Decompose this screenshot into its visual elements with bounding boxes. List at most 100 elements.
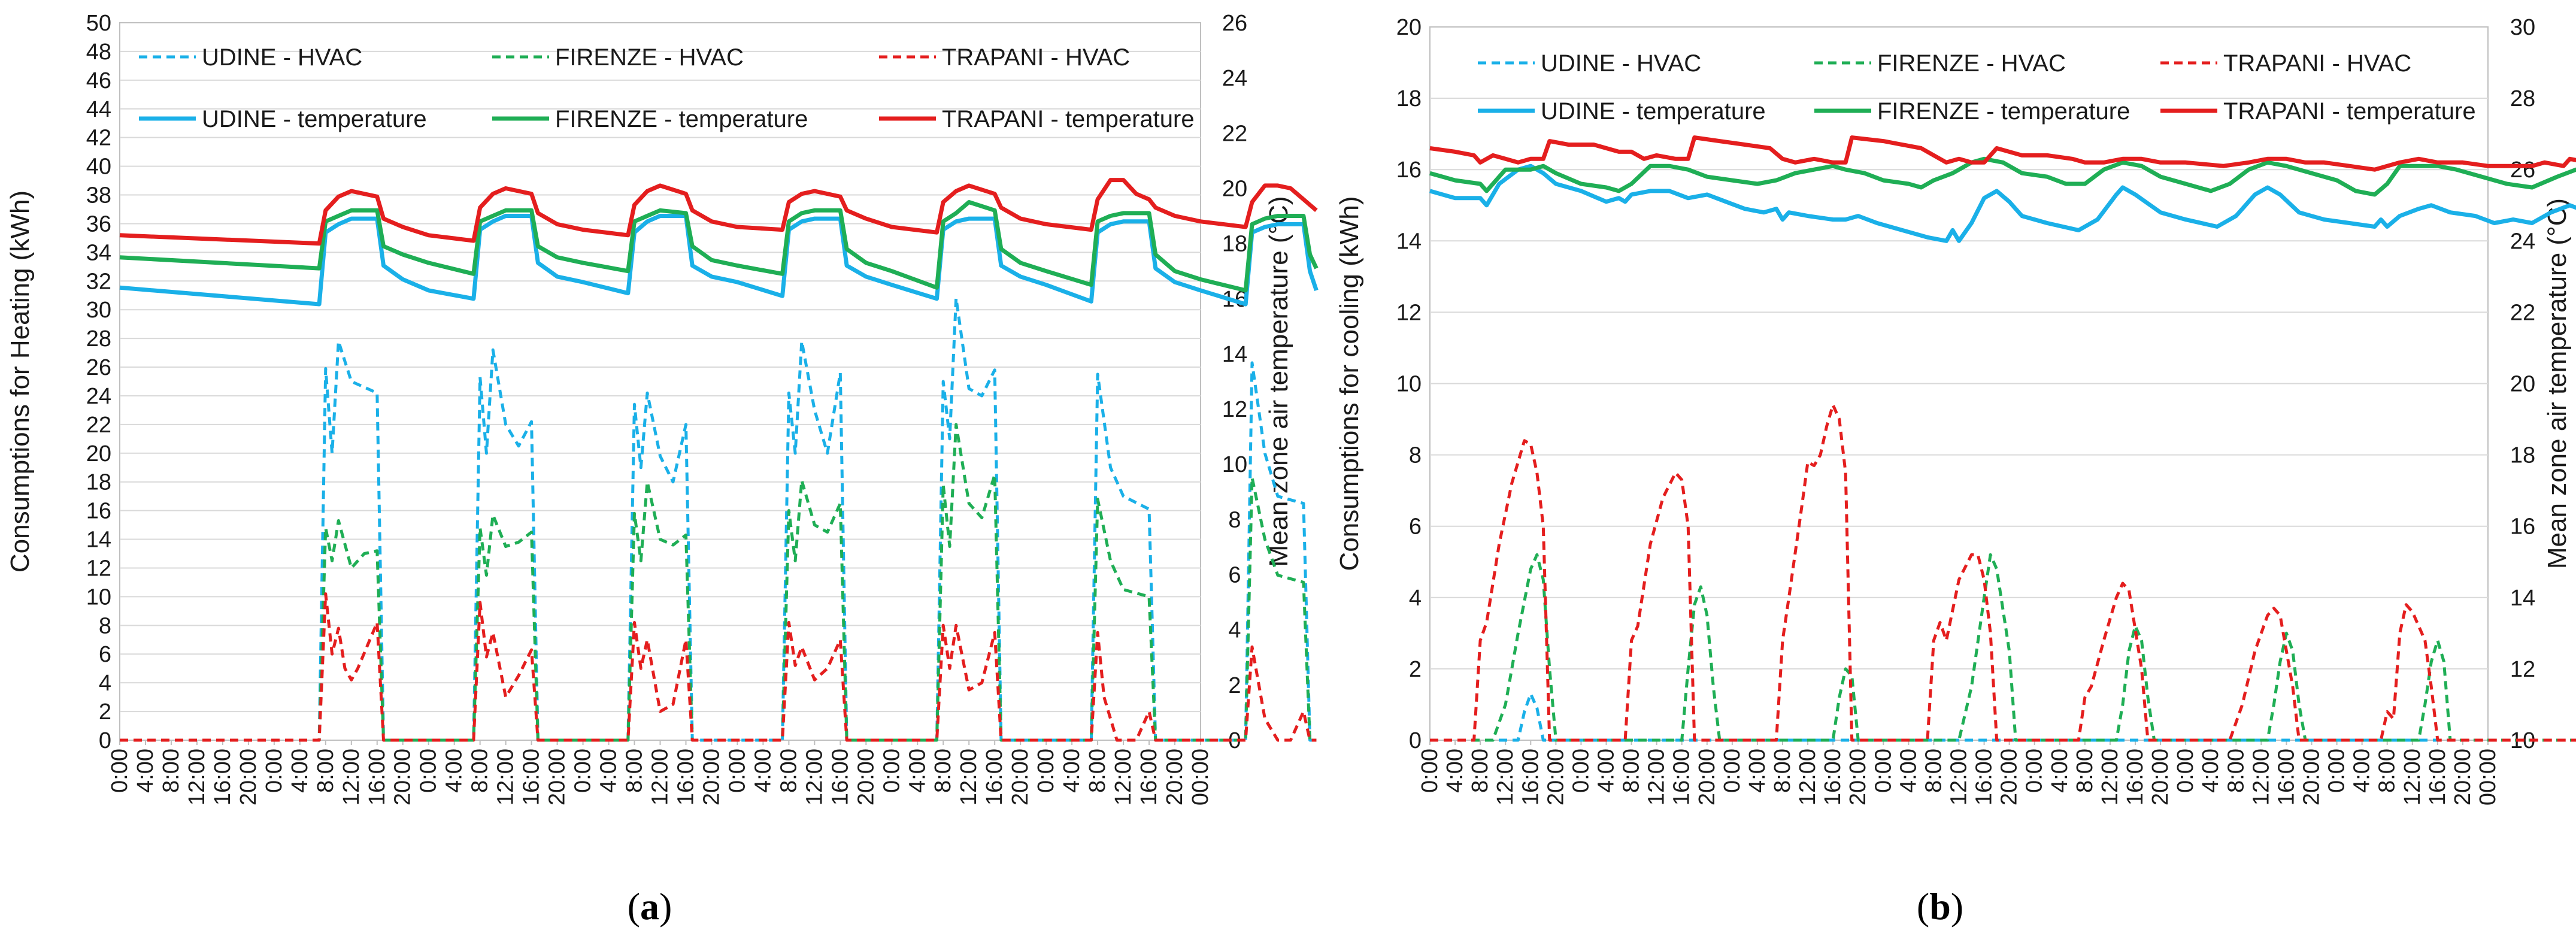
y-tick-label-a-4: 8 — [99, 613, 111, 638]
y-tick-label-a-0: 0 — [99, 728, 111, 753]
y-tick-label-a-11: 22 — [86, 413, 111, 438]
y-tick-label-b-1: 2 — [1409, 657, 1422, 682]
y-tick-label-a-10: 20 — [86, 441, 111, 467]
y-tick-label-a-17: 34 — [86, 240, 111, 265]
x-tick-label-a-19: 4:00 — [596, 749, 622, 793]
y-tick-label-b-5: 10 — [1396, 372, 1422, 397]
x-tick-label-b-27: 12:00 — [2098, 749, 2123, 805]
x-tick-label-b-6: 0:00 — [1568, 749, 1593, 793]
x-tick-label-b-28: 16:00 — [2123, 749, 2148, 805]
y-tick-label-a-2: 4 — [99, 671, 111, 696]
y-tick-label-a-18: 36 — [86, 211, 111, 237]
y2-tick-label-a-4: 8 — [1228, 507, 1241, 532]
plot-area-a — [119, 22, 1201, 741]
y2-tick-label-b-1: 12 — [2510, 657, 2535, 682]
x-tick-label-a-25: 4:00 — [750, 749, 775, 793]
caption-a: (a) — [628, 885, 672, 928]
legend-label-a-udine-temperature: UDINE - temperature — [202, 106, 427, 132]
x-tick-label-b-12: 0:00 — [1720, 749, 1745, 793]
y2-tick-label-b-8: 26 — [2510, 157, 2535, 183]
y2-tick-label-a-13: 26 — [1222, 11, 1247, 36]
x-tick-label-a-29: 20:00 — [853, 749, 878, 805]
x-tick-label-a-6: 0:00 — [262, 749, 287, 793]
x-tick-label-a-27: 12:00 — [802, 749, 827, 805]
y2-tick-label-b-10: 30 — [2510, 15, 2535, 40]
y2-tick-label-b-3: 16 — [2510, 514, 2535, 540]
x-tick-label-a-32: 8:00 — [931, 749, 956, 793]
y-tick-label-a-7: 14 — [86, 528, 111, 553]
x-tick-label-a-11: 20:00 — [390, 749, 416, 805]
x-tick-label-b-35: 20:00 — [2299, 749, 2325, 805]
series-line-b-udine-hvac — [1430, 692, 2576, 742]
x-tick-label-a-42: 00:00 — [1188, 749, 1213, 805]
x-tick-label-b-39: 12:00 — [2400, 749, 2425, 805]
series-line-a-udine-temperature — [119, 214, 1319, 307]
x-tick-label-b-4: 16:00 — [1518, 749, 1543, 805]
y-tick-label-a-8: 16 — [86, 499, 111, 524]
legend-label-a-udine-hvac: UDINE - HVAC — [202, 44, 362, 71]
y-tick-label-a-13: 26 — [86, 355, 111, 380]
series-line-b-firenze-temperature — [1429, 156, 2576, 197]
x-tick-label-a-26: 8:00 — [776, 749, 801, 793]
legend-label-a-firenze-hvac: FIRENZE - HVAC — [555, 44, 744, 71]
y2-tick-label-b-4: 18 — [2510, 443, 2535, 468]
x-tick-label-b-23: 20:00 — [1997, 749, 2022, 805]
y2-tick-label-a-10: 20 — [1222, 176, 1247, 201]
x-tick-label-a-13: 4:00 — [442, 749, 467, 793]
y-tick-label-b-9: 18 — [1396, 86, 1422, 111]
x-tick-label-a-30: 0:00 — [879, 749, 904, 793]
x-tick-label-a-14: 8:00 — [468, 749, 493, 793]
caption-a-letter: a — [640, 885, 659, 928]
y-tick-label-a-24: 48 — [86, 40, 111, 65]
x-tick-label-b-26: 8:00 — [2072, 749, 2098, 793]
x-tick-label-b-11: 20:00 — [1695, 749, 1720, 805]
x-tick-label-b-8: 8:00 — [1619, 749, 1644, 793]
legend-label-a-trapani-hvac: TRAPANI - HVAC — [942, 44, 1130, 71]
x-tick-label-a-37: 4:00 — [1059, 749, 1084, 793]
x-tick-label-b-41: 20:00 — [2450, 749, 2475, 805]
x-tick-label-a-21: 12:00 — [648, 749, 673, 805]
y2-tick-label-b-6: 22 — [2510, 300, 2535, 325]
x-tick-label-b-24: 0:00 — [2022, 749, 2047, 793]
legend-label-b-udine-temperature: UDINE - temperature — [1541, 98, 1766, 125]
x-tick-label-b-14: 8:00 — [1770, 749, 1795, 793]
x-tick-label-a-41: 20:00 — [1162, 749, 1187, 805]
y-tick-label-a-21: 42 — [86, 126, 111, 151]
x-tick-label-a-38: 8:00 — [1085, 749, 1110, 793]
x-tick-label-a-24: 0:00 — [725, 749, 750, 793]
x-tick-label-a-12: 0:00 — [416, 749, 441, 793]
y-tick-label-a-1: 2 — [99, 699, 111, 725]
y2-axis-title-a: Mean zone air temperature (°C) — [1264, 196, 1293, 567]
x-tick-label-a-16: 16:00 — [519, 749, 544, 805]
x-tick-label-b-21: 12:00 — [1947, 749, 1972, 805]
legend-label-b-firenze-hvac: FIRENZE - HVAC — [1877, 50, 2066, 77]
legend-label-a-trapani-temperature: TRAPANI - temperature — [942, 106, 1195, 132]
y-tick-label-b-0: 0 — [1409, 728, 1422, 753]
x-tick-label-b-31: 4:00 — [2198, 749, 2223, 793]
y2-tick-label-a-12: 24 — [1222, 66, 1247, 91]
x-tick-label-b-36: 0:00 — [2325, 749, 2350, 793]
x-tick-label-a-36: 0:00 — [1034, 749, 1059, 793]
x-tick-label-b-22: 16:00 — [1972, 749, 1997, 805]
x-tick-label-a-22: 16:00 — [673, 749, 698, 805]
x-tick-label-b-3: 12:00 — [1493, 749, 1518, 805]
series-line-a-udine-hvac — [120, 296, 1317, 742]
x-tick-label-b-25: 4:00 — [2047, 749, 2072, 793]
y-tick-label-b-3: 6 — [1409, 514, 1422, 540]
x-tick-label-b-34: 16:00 — [2274, 749, 2299, 805]
y-tick-label-b-10: 20 — [1396, 15, 1422, 40]
y2-tick-label-a-11: 22 — [1222, 121, 1247, 146]
x-tick-label-a-5: 20:00 — [236, 749, 261, 805]
series-line-a-trapani-temperature — [119, 178, 1318, 246]
x-tick-label-b-37: 4:00 — [2350, 749, 2375, 793]
x-tick-label-b-7: 4:00 — [1594, 749, 1619, 793]
x-tick-label-a-28: 16:00 — [828, 749, 853, 805]
y-tick-label-b-6: 12 — [1396, 300, 1422, 325]
x-tick-label-b-30: 0:00 — [2173, 749, 2198, 793]
series-line-b-firenze-hvac — [1430, 553, 2576, 742]
y2-tick-label-b-5: 20 — [2510, 372, 2535, 397]
series-line-a-firenze-temperature — [119, 200, 1319, 293]
y2-tick-label-a-6: 12 — [1222, 397, 1247, 422]
caption-b-letter: b — [1929, 885, 1951, 928]
x-tick-label-b-1: 4:00 — [1442, 749, 1468, 793]
